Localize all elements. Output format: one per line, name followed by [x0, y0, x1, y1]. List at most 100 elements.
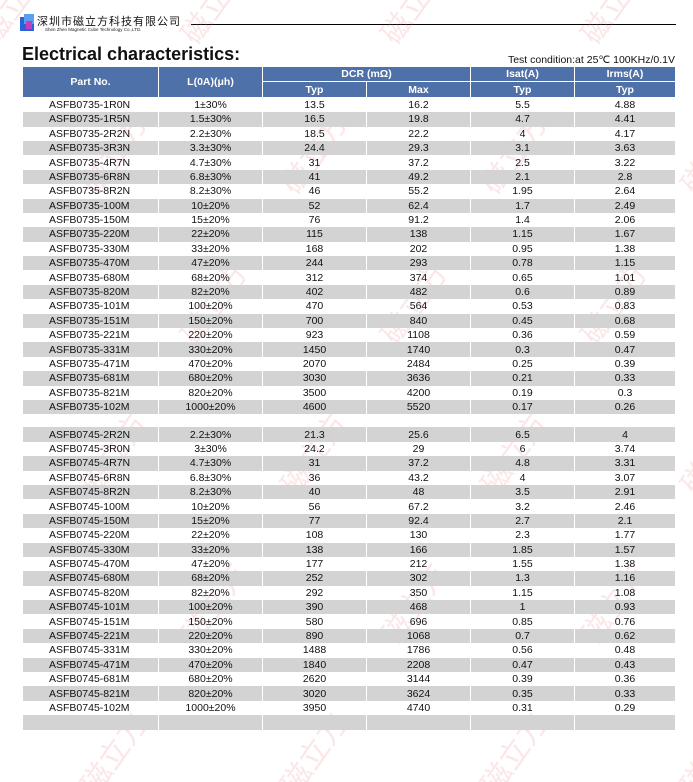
cell-inductance: 220±20%	[158, 628, 263, 644]
cell-dcr-max: 25.6	[366, 427, 471, 442]
table-row: ASFB0745-4R7N 4.7±30% 31 37.2 4.8 3.31	[22, 456, 676, 471]
cell-inductance: 680±20%	[158, 371, 263, 386]
cell-dcr-typ: 13.5	[262, 97, 367, 113]
cell-irms-typ: 1.16	[574, 571, 676, 586]
cell-dcr-max: 1740	[366, 342, 471, 357]
cell-dcr-typ: 1450	[262, 342, 367, 357]
cell-dcr-max: 130	[366, 528, 471, 543]
cell-inductance: 6.8±30%	[158, 169, 263, 185]
cell-part-no: ASFB0735-2R2N	[22, 126, 159, 141]
cell-part-no: ASFB0745-8R2N	[22, 484, 159, 500]
cell-part-no: ASFB0735-470M	[22, 256, 159, 271]
cell-dcr-max: 37.2	[366, 155, 471, 170]
cell-part-no: ASFB0745-4R7N	[22, 456, 159, 471]
cell-part-no: ASFB0735-101M	[22, 299, 159, 314]
cell-dcr-max: 2484	[366, 356, 471, 372]
col-irms-typ: Typ	[574, 81, 676, 98]
cell-dcr-max: 696	[366, 614, 471, 629]
cell-dcr-max	[366, 715, 471, 730]
cell-inductance: 15±20%	[158, 513, 263, 529]
cell-dcr-max: 138	[366, 227, 471, 242]
cell-dcr-typ: 700	[262, 313, 367, 329]
cell-dcr-max: 67.2	[366, 499, 471, 514]
table-row: ASFB0735-101M 100±20% 470 564 0.53 0.83	[22, 299, 676, 314]
cell-part-no: ASFB0745-150M	[22, 513, 159, 529]
cell-dcr-typ: 46	[262, 184, 367, 199]
cell-dcr-max: 212	[366, 556, 471, 572]
col-dcr-max: Max	[366, 81, 471, 98]
table-row: ASFB0745-221M 220±20% 890 1068 0.7 0.62	[22, 628, 676, 644]
cell-dcr-typ: 76	[262, 212, 367, 228]
cell-dcr-max: 48	[366, 484, 471, 500]
cell-inductance: 6.8±30%	[158, 470, 263, 485]
cell-inductance: 680±20%	[158, 672, 263, 687]
cell-isat-typ: 1.3	[470, 571, 575, 586]
cell-dcr-max: 1108	[366, 328, 471, 343]
cell-part-no: ASFB0735-102M	[22, 399, 159, 415]
table-row: ASFB0745-6R8N 6.8±30% 36 43.2 4 3.07	[22, 470, 676, 485]
cell-isat-typ: 2.5	[470, 155, 575, 170]
cell-isat-typ: 2.7	[470, 513, 575, 529]
cell-dcr-max: 55.2	[366, 184, 471, 199]
cell-isat-typ: 0.39	[470, 672, 575, 687]
cell-part-no: ASFB0735-151M	[22, 313, 159, 329]
col-isat: Isat(A)	[470, 67, 575, 83]
table-row: ASFB0735-1R5N 1.5±30% 16.5 19.8 4.7 4.41	[22, 112, 676, 127]
cell-part-no: ASFB0745-151M	[22, 614, 159, 629]
cell-dcr-typ: 31	[262, 155, 367, 170]
cell-dcr-max: 37.2	[366, 456, 471, 471]
cell-inductance: 100±20%	[158, 600, 263, 615]
cell-isat-typ: 1.15	[470, 227, 575, 242]
cell-dcr-max: 5520	[366, 399, 471, 415]
company-logo-icon	[20, 14, 34, 31]
cell-dcr-max: 62.4	[366, 198, 471, 213]
cell-irms-typ: 2.1	[574, 513, 676, 529]
cell-irms-typ: 0.47	[574, 342, 676, 357]
cell-inductance: 10±20%	[158, 198, 263, 213]
cell-isat-typ: 0.17	[470, 399, 575, 415]
cell-irms-typ: 0.36	[574, 672, 676, 687]
table-row: ASFB0745-330M 33±20% 138 166 1.85 1.57	[22, 542, 676, 557]
cell-dcr-typ: 52	[262, 198, 367, 213]
cell-irms-typ: 1.57	[574, 542, 676, 557]
cell-inductance: 22±20%	[158, 528, 263, 543]
cell-inductance: 47±20%	[158, 556, 263, 572]
cell-irms-typ: 3.07	[574, 470, 676, 485]
cell-dcr-max: 29.3	[366, 140, 471, 156]
cell-dcr-typ: 24.4	[262, 140, 367, 156]
cell-irms-typ: 0.76	[574, 614, 676, 629]
cell-dcr-typ: 31	[262, 456, 367, 471]
characteristics-table: Part No. L(0A)(μh) DCR (mΩ) Isat(A) Irms…	[22, 67, 676, 730]
cell-irms-typ: 0.33	[574, 686, 676, 701]
company-name-en: Shen Zhen Magnetic Cube Technology Co.,L…	[45, 27, 142, 32]
cell-irms-typ: 2.8	[574, 169, 676, 185]
cell-irms-typ: 4.41	[574, 112, 676, 127]
cell-isat-typ: 3.2	[470, 499, 575, 514]
cell-irms-typ: 2.46	[574, 499, 676, 514]
cell-part-no: ASFB0745-820M	[22, 585, 159, 601]
cell-part-no: ASFB0735-100M	[22, 198, 159, 213]
cell-inductance: 820±20%	[158, 686, 263, 701]
cell-dcr-typ: 923	[262, 328, 367, 343]
table-row: ASFB0735-151M 150±20% 700 840 0.45 0.68	[22, 313, 676, 329]
cell-irms-typ: 3.74	[574, 441, 676, 457]
cell-part-no: ASFB0735-680M	[22, 270, 159, 285]
cell-part-no: ASFB0735-1R5N	[22, 112, 159, 127]
cell-irms-typ: 1.38	[574, 556, 676, 572]
cell-isat-typ: 3.1	[470, 140, 575, 156]
cell-inductance: 3±30%	[158, 441, 263, 457]
cell-inductance: 82±20%	[158, 585, 263, 601]
table-row: ASFB0745-471M 470±20% 1840 2208 0.47 0.43	[22, 657, 676, 673]
cell-isat-typ: 0.35	[470, 686, 575, 701]
cell-dcr-typ: 138	[262, 542, 367, 557]
cell-dcr-typ: 36	[262, 470, 367, 485]
table-row: ASFB0735-470M 47±20% 244 293 0.78 1.15	[22, 256, 676, 271]
cell-irms-typ: 0.68	[574, 313, 676, 329]
table-row: ASFB0745-150M 15±20% 77 92.4 2.7 2.1	[22, 513, 676, 529]
cell-isat-typ: 6.5	[470, 427, 575, 442]
cell-dcr-max: 468	[366, 600, 471, 615]
cell-isat-typ: 2.1	[470, 169, 575, 185]
cell-irms-typ: 0.3	[574, 385, 676, 400]
cell-inductance: 33±20%	[158, 241, 263, 257]
watermark: 磁立方	[574, 0, 655, 51]
